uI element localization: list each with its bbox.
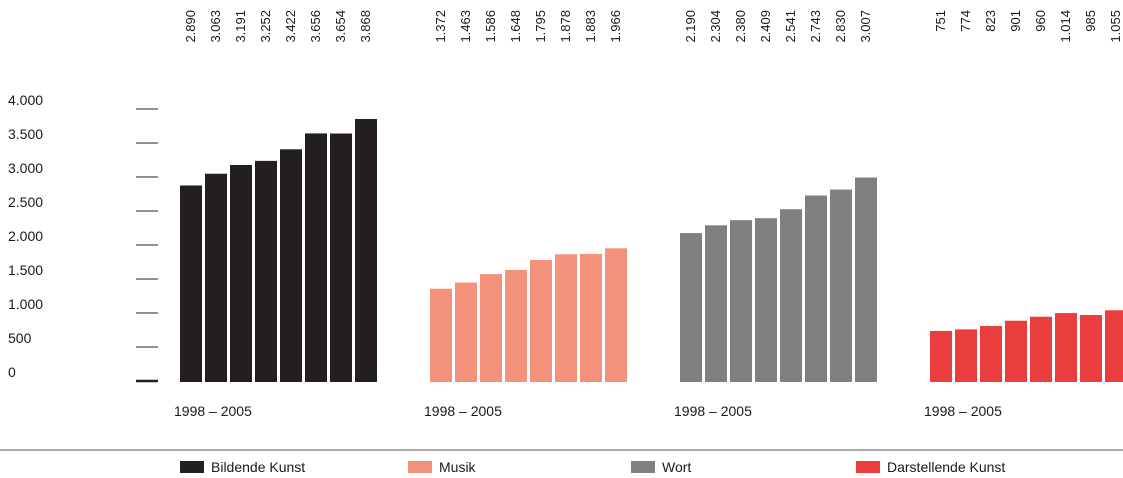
bar bbox=[830, 189, 852, 382]
value-label: 1.966 bbox=[608, 10, 623, 43]
value-label: 2.830 bbox=[833, 10, 848, 43]
value-label: 1.795 bbox=[533, 10, 548, 43]
bar bbox=[1080, 315, 1102, 382]
value-label: 1.055 bbox=[1108, 10, 1123, 43]
bar bbox=[980, 326, 1002, 382]
y-tick-label: 500 bbox=[8, 330, 32, 346]
bar bbox=[730, 220, 752, 382]
series-group-1: 1.372 1.463 1.586 1.648 1.795 1.878 1.883 1.966… bbox=[424, 10, 627, 419]
value-label: 1.878 bbox=[558, 10, 573, 43]
value-label: 901 bbox=[1008, 10, 1023, 32]
period-label: 1998 – 2005 bbox=[424, 403, 502, 419]
legend-swatch bbox=[631, 461, 655, 473]
bar bbox=[530, 259, 552, 382]
bar bbox=[280, 149, 302, 382]
y-tick-label: 4.000 bbox=[8, 92, 43, 108]
value-label: 1.586 bbox=[483, 10, 498, 43]
legend-swatch bbox=[856, 461, 880, 473]
series-groups: 2.890 3.063 3.191 3.252 3.422 3.656 3.654 3.868… bbox=[174, 10, 1123, 419]
bar bbox=[255, 160, 277, 382]
value-label: 1.463 bbox=[458, 10, 473, 43]
value-label: 823 bbox=[983, 10, 998, 32]
y-axis: 4.000 3.500 3.000 2.500 2.000 1.500 1.000 500 0 bbox=[8, 92, 158, 383]
value-label: 2.541 bbox=[783, 10, 798, 43]
value-label: 751 bbox=[933, 10, 948, 32]
legend-label: Bildende Kunst bbox=[211, 459, 305, 475]
value-label: 3.654 bbox=[333, 10, 348, 43]
value-label: 3.422 bbox=[283, 10, 298, 43]
bar bbox=[480, 274, 502, 382]
y-tick-label: 2.500 bbox=[8, 194, 43, 210]
legend-swatch bbox=[180, 461, 204, 473]
value-label: 1.014 bbox=[1058, 10, 1073, 43]
bar bbox=[430, 288, 452, 382]
legend-swatch bbox=[408, 461, 432, 473]
value-label: 2.304 bbox=[708, 10, 723, 43]
y-tick-label: 3.500 bbox=[8, 126, 43, 142]
value-label: 2.190 bbox=[683, 10, 698, 43]
y-tick-label: 1.000 bbox=[8, 296, 43, 312]
value-label: 2.743 bbox=[808, 10, 823, 43]
bar bbox=[580, 253, 602, 382]
bar bbox=[705, 225, 727, 382]
bar bbox=[330, 133, 352, 382]
bar bbox=[455, 282, 477, 382]
bar bbox=[680, 233, 702, 382]
value-label: 1.372 bbox=[433, 10, 448, 43]
bar bbox=[1005, 320, 1027, 382]
bar bbox=[230, 165, 252, 382]
period-label: 1998 – 2005 bbox=[674, 403, 752, 419]
bar bbox=[555, 254, 577, 382]
y-tick-label: 3.000 bbox=[8, 160, 43, 176]
bar bbox=[855, 177, 877, 382]
bar bbox=[755, 218, 777, 382]
legend-label: Wort bbox=[662, 459, 691, 475]
bar bbox=[1105, 310, 1123, 382]
bar bbox=[805, 195, 827, 382]
value-label: 3.191 bbox=[233, 10, 248, 43]
value-label: 2.409 bbox=[758, 10, 773, 43]
bar bbox=[355, 118, 377, 382]
value-label: 3.063 bbox=[208, 10, 223, 43]
y-tick-label: 1.500 bbox=[8, 262, 43, 278]
series-group-3: 751 774 823 901 960 1.014 985 1.055 1998 – 2005 bbox=[924, 10, 1123, 419]
legend-label: Musik bbox=[439, 459, 477, 475]
bar bbox=[180, 185, 202, 382]
bar bbox=[780, 209, 802, 382]
value-label: 3.007 bbox=[858, 10, 873, 43]
bar bbox=[505, 269, 527, 382]
value-label: 985 bbox=[1083, 10, 1098, 32]
series-group-0: 2.890 3.063 3.191 3.252 3.422 3.656 3.654 3.868… bbox=[174, 10, 377, 419]
legend: Bildende Kunst Musik Wort Darstellende Kuns… bbox=[180, 459, 1005, 475]
value-label: 1.883 bbox=[583, 10, 598, 43]
value-label: 774 bbox=[958, 10, 973, 32]
bar bbox=[930, 330, 952, 382]
bar bbox=[305, 133, 327, 382]
value-label: 3.868 bbox=[358, 10, 373, 43]
series-group-2: 2.190 2.304 2.380 2.409 2.541 2.743 2.830 3.007… bbox=[674, 10, 877, 419]
y-tick-label: 2.000 bbox=[8, 228, 43, 244]
period-label: 1998 – 2005 bbox=[174, 403, 252, 419]
bar bbox=[1055, 313, 1077, 382]
bar bbox=[205, 173, 227, 382]
bar bbox=[955, 329, 977, 382]
bar bbox=[605, 248, 627, 382]
value-label: 2.890 bbox=[183, 10, 198, 43]
legend-label: Darstellende Kunst bbox=[887, 459, 1005, 475]
value-label: 1.648 bbox=[508, 10, 523, 43]
value-label: 3.252 bbox=[258, 10, 273, 43]
period-label: 1998 – 2005 bbox=[924, 403, 1002, 419]
value-label: 960 bbox=[1033, 10, 1048, 32]
bar bbox=[1030, 316, 1052, 382]
y-tick-label: 0 bbox=[8, 364, 16, 380]
value-label: 2.380 bbox=[733, 10, 748, 43]
value-label: 3.656 bbox=[308, 10, 323, 43]
